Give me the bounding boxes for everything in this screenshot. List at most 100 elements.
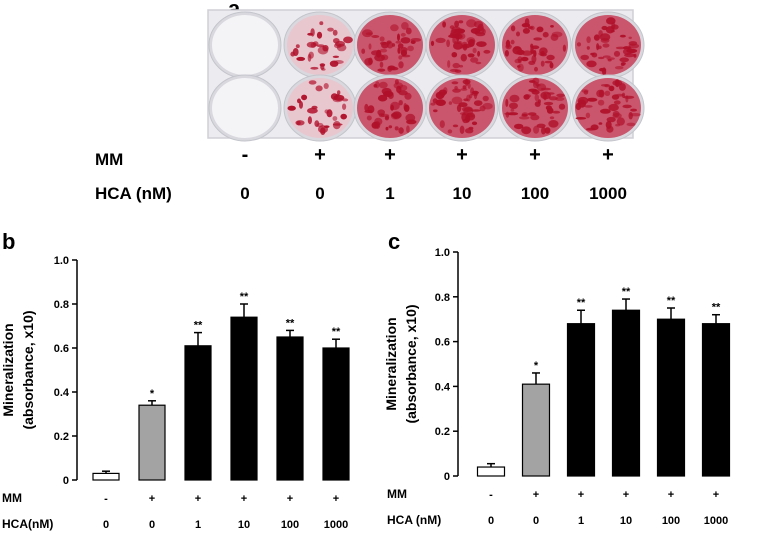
y-tick-label: 0.4 bbox=[435, 381, 451, 393]
stain-spot bbox=[315, 85, 323, 92]
stain-spot bbox=[505, 111, 510, 118]
stain-spot bbox=[575, 102, 582, 111]
stain-spot bbox=[575, 117, 587, 120]
stain-spot bbox=[626, 122, 636, 127]
stain-spot bbox=[510, 108, 515, 112]
stain-spot bbox=[374, 121, 381, 129]
stain-spot bbox=[453, 42, 463, 50]
stain-spot bbox=[599, 67, 607, 72]
x-mm-label: MM bbox=[387, 487, 407, 501]
stain-spot bbox=[336, 43, 347, 52]
stain-spot bbox=[376, 49, 382, 58]
stain-spot bbox=[397, 43, 404, 49]
stain-spot bbox=[505, 39, 511, 48]
plate-mm-value: + bbox=[456, 144, 468, 166]
x-mm-value: + bbox=[333, 493, 339, 505]
stain-spot bbox=[430, 102, 436, 106]
stain-spot bbox=[390, 101, 400, 110]
stain-spot bbox=[548, 120, 559, 128]
stain-spot bbox=[615, 46, 626, 50]
bar bbox=[230, 316, 258, 481]
stain-spot bbox=[292, 48, 299, 56]
significance-mark: ** bbox=[286, 317, 295, 329]
stain-spot bbox=[546, 54, 555, 61]
stain-spot bbox=[540, 91, 551, 100]
stain-spot bbox=[466, 19, 477, 28]
stain-spot bbox=[524, 18, 530, 27]
stain-spot bbox=[509, 102, 518, 110]
stain-spot bbox=[371, 35, 380, 38]
plate-hca-value: 0 bbox=[315, 184, 325, 203]
plate-hca-label: HCA (nM) bbox=[95, 184, 172, 203]
stain-spot bbox=[379, 61, 384, 68]
stain-spot bbox=[316, 31, 323, 39]
stain-spot bbox=[367, 105, 375, 114]
stain-spot bbox=[398, 127, 404, 134]
stain-spot bbox=[394, 126, 399, 131]
x-mm-value: + bbox=[533, 489, 539, 501]
stain-spot bbox=[400, 47, 408, 53]
x-hca-value: 0 bbox=[103, 519, 109, 531]
stain-spot bbox=[598, 122, 603, 125]
stain-spot bbox=[398, 55, 403, 60]
stain-spot bbox=[539, 47, 548, 55]
stain-spot bbox=[598, 56, 605, 60]
stain-spot bbox=[454, 20, 459, 28]
y-tick-label: 0.2 bbox=[435, 426, 450, 438]
stain-spot bbox=[296, 56, 306, 61]
plate-mm-value: + bbox=[314, 144, 326, 166]
stain-spot bbox=[537, 99, 541, 104]
stain-spot bbox=[517, 56, 523, 62]
x-hca-value: 10 bbox=[620, 515, 632, 527]
stain-spot bbox=[310, 66, 319, 70]
x-mm-value: + bbox=[668, 489, 674, 501]
stain-spot bbox=[505, 98, 509, 107]
stain-spot bbox=[519, 116, 530, 120]
stain-spot bbox=[530, 46, 534, 55]
stain-spot bbox=[528, 60, 536, 65]
stain-spot bbox=[458, 20, 464, 24]
stain-spot bbox=[556, 93, 565, 98]
stain-spot bbox=[521, 50, 533, 56]
stain-spot bbox=[451, 52, 458, 58]
stain-spot bbox=[514, 46, 521, 50]
stain-spot bbox=[377, 109, 386, 116]
y-tick-label: 0.8 bbox=[54, 299, 69, 311]
y-tick-label: 1.0 bbox=[54, 255, 69, 267]
stain-spot bbox=[536, 26, 544, 33]
stain-spot bbox=[597, 99, 605, 106]
y-axis-label-line1: Mineralization bbox=[0, 323, 16, 416]
x-hca-value: 0 bbox=[149, 519, 155, 531]
stain-spot bbox=[509, 94, 520, 103]
bar bbox=[611, 309, 641, 477]
stain-spot bbox=[606, 57, 615, 60]
stain-spot bbox=[619, 34, 626, 38]
stain-spot bbox=[301, 94, 308, 101]
significance-mark: * bbox=[150, 388, 155, 400]
stain-spot bbox=[614, 66, 624, 70]
panel-letter-c: c bbox=[388, 229, 401, 254]
stain-spot bbox=[319, 63, 326, 67]
x-mm-label: MM bbox=[2, 491, 22, 505]
stain-spot bbox=[295, 44, 300, 49]
x-mm-value: + bbox=[623, 489, 629, 501]
stain-spot bbox=[482, 102, 493, 110]
stain-spot bbox=[451, 81, 459, 85]
stain-spot bbox=[398, 100, 403, 106]
stain-spot bbox=[504, 50, 509, 57]
stain-spot bbox=[628, 41, 638, 46]
stain-spot bbox=[332, 121, 341, 130]
x-hca-label: HCA (nM) bbox=[387, 513, 441, 527]
stain-spot bbox=[407, 45, 414, 52]
stain-spot bbox=[610, 29, 615, 33]
stain-spot bbox=[401, 22, 409, 30]
stain-spot bbox=[534, 94, 539, 102]
stain-spot bbox=[342, 103, 347, 110]
stain-spot bbox=[605, 120, 612, 129]
stain-spot bbox=[390, 24, 399, 32]
stain-spot bbox=[602, 55, 611, 58]
stain-spot bbox=[400, 32, 406, 37]
x-hca-value: 1 bbox=[195, 519, 201, 531]
stain-spot bbox=[548, 96, 558, 101]
x-hca-label: HCA(nM) bbox=[2, 517, 53, 531]
